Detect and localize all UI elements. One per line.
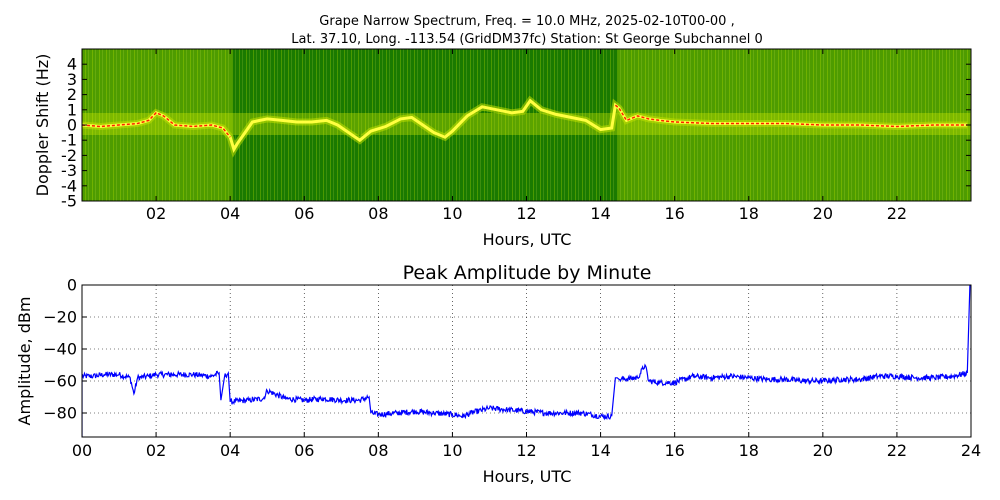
spectrogram-image: [82, 49, 971, 201]
amplitude-x-tick-label: 18: [739, 441, 759, 460]
spectrogram-x-tick-label: 16: [664, 204, 684, 223]
amplitude-x-tick-label: 02: [146, 441, 166, 460]
spectrogram-x-tick-label: 22: [887, 204, 907, 223]
spectrogram-x-tick-label: 12: [516, 204, 536, 223]
amplitude-y-tick-label: −40: [43, 340, 77, 359]
spectrogram-y-tick-label: 3: [67, 70, 77, 89]
spectrogram-y-tick-label: 1: [67, 100, 77, 119]
amplitude-x-tick-label: 04: [220, 441, 240, 460]
amplitude-y-tick-label: 0: [67, 276, 77, 295]
amplitude-x-tick-label: 12: [516, 441, 536, 460]
spectrogram-x-tick-label: 10: [442, 204, 462, 223]
amplitude-y-tick-label: −60: [43, 372, 77, 391]
spectrogram-y-tick-label: 2: [67, 85, 77, 104]
amplitude-y-label: Amplitude, dBm: [15, 297, 34, 426]
spectrogram-x-tick-label: 08: [368, 204, 388, 223]
amplitude-x-label: Hours, UTC: [483, 467, 572, 486]
amplitude-x-axis: 00 02 04 06 08 10 12 14 16 18 20 22 24: [72, 432, 981, 460]
spectrogram-y-tick-label: -2: [61, 146, 77, 165]
amplitude-x-tick-label: 22: [887, 441, 907, 460]
amplitude-x-tick-label: 16: [664, 441, 684, 460]
spectrogram-x-tick-label: 04: [220, 204, 240, 223]
doppler-trace-group: [82, 95, 968, 158]
spectrogram-y-tick-label: -4: [61, 176, 77, 195]
spectrogram-x-axis: 02 04 06 08 10 12 14 16 18 20 22: [146, 49, 907, 223]
spectrogram-y-label: Doppler Shift (Hz): [33, 54, 52, 197]
amplitude-x-tick-label: 08: [368, 441, 388, 460]
amplitude-y-axis: 0 −20 −40 −60 −80: [43, 276, 87, 423]
amplitude-x-tick-label: 24: [961, 441, 981, 460]
spectrogram-y-tick-label: 4: [67, 55, 77, 74]
amplitude-x-tick-label: 00: [72, 441, 92, 460]
spectrogram-y-tick-label: -3: [61, 161, 77, 180]
amplitude-x-tick-label: 14: [590, 441, 610, 460]
figure-title-line2: Lat. 37.10, Long. -113.54 (GridDM37fc) S…: [291, 32, 762, 47]
amplitude-x-tick-label: 10: [442, 441, 462, 460]
amplitude-x-tick-label: 20: [813, 441, 833, 460]
amplitude-y-tick-label: −80: [43, 404, 77, 423]
spectrogram-y-tick-label: -5: [61, 192, 77, 211]
spectrogram-x-tick-label: 14: [590, 204, 610, 223]
doppler-peak-core: [82, 104, 968, 138]
spectrogram-y-tick-label: 0: [67, 116, 77, 135]
spectrogram-x-tick-label: 06: [294, 204, 314, 223]
spectrogram-x-label: Hours, UTC: [483, 230, 572, 249]
spectrogram-x-tick-label: 20: [813, 204, 833, 223]
amplitude-x-tick-label: 06: [294, 441, 314, 460]
spectrogram-y-tick-label: -1: [61, 131, 77, 150]
spectrogram-x-tick-label: 02: [146, 204, 166, 223]
amplitude-title: Peak Amplitude by Minute: [403, 262, 652, 284]
amplitude-series-line: [82, 285, 971, 437]
amplitude-panel: Peak Amplitude by Minute 00 02 04 06 08 10 12 1…: [15, 262, 981, 486]
amplitude-y-tick-label: −20: [43, 308, 77, 327]
figure-title-line1: Grape Narrow Spectrum, Freq. = 10.0 MHz,…: [319, 14, 734, 29]
spectrogram-x-tick-label: 18: [739, 204, 759, 223]
